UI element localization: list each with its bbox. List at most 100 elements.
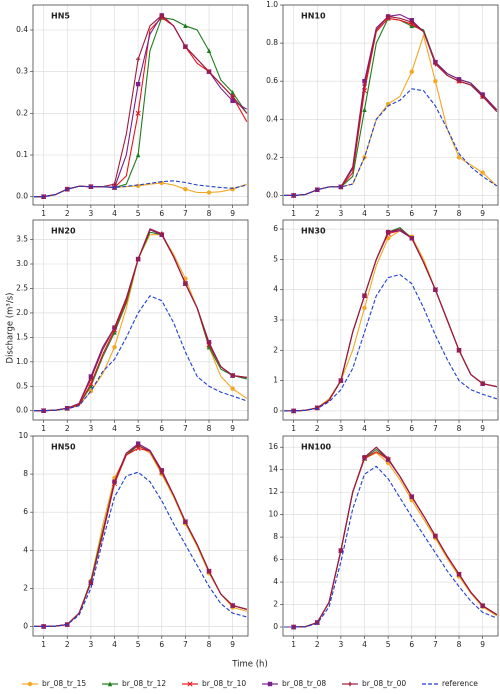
- panel-title: HN5: [51, 12, 70, 21]
- series-line: [34, 14, 248, 198]
- marker: [65, 186, 70, 192]
- y-tick-label: 6: [273, 555, 278, 564]
- y-tick-label: 1.5: [16, 332, 28, 341]
- x-tick-label: 2: [65, 424, 70, 433]
- series-line: [34, 231, 247, 412]
- x-tick-label: 6: [159, 209, 164, 218]
- marker: [385, 229, 391, 235]
- marker: [409, 23, 414, 29]
- y-tick-label: 0: [273, 406, 278, 415]
- marker: [159, 13, 164, 18]
- y-tick-label: 4: [273, 577, 278, 586]
- marker: [183, 186, 188, 192]
- marker: [409, 235, 414, 241]
- marker: [159, 231, 164, 236]
- series-line: [34, 442, 247, 628]
- y-tick-label: 1.0: [16, 357, 28, 366]
- y-tick-label: 2: [273, 600, 278, 609]
- y-tick-label: 0.2: [16, 108, 28, 117]
- marker: [88, 580, 94, 585]
- x-tick-label: 8: [457, 209, 462, 218]
- marker: [183, 44, 188, 49]
- plot-area: [34, 441, 247, 630]
- x-tick-label: 8: [207, 640, 212, 649]
- x-tick-label: 6: [409, 424, 414, 433]
- x-tick-label: 3: [88, 209, 93, 218]
- plot-area: [284, 226, 497, 414]
- marker: [456, 155, 462, 160]
- marker: [338, 548, 344, 553]
- x-tick-label: 3: [338, 424, 343, 433]
- x-tick-label: 7: [183, 424, 188, 433]
- x-tick-label: 2: [315, 424, 320, 433]
- marker: [107, 681, 113, 687]
- x-tick-label: 3: [338, 640, 343, 649]
- marker: [267, 681, 273, 687]
- x-tick-label: 7: [183, 640, 188, 649]
- series-line: [284, 448, 498, 628]
- y-tick-label: 2: [273, 345, 278, 354]
- x-tick-label: 7: [433, 424, 438, 433]
- marker: [135, 81, 141, 87]
- y-tick-label: 0: [273, 622, 278, 631]
- series-line: [284, 88, 498, 197]
- y-tick-label: 16: [268, 442, 278, 451]
- x-tick-label: 8: [207, 209, 212, 218]
- x-tick-label: 6: [159, 424, 164, 433]
- plot-frame: [282, 4, 499, 206]
- marker: [385, 456, 391, 461]
- marker: [456, 572, 462, 577]
- series-line: [34, 471, 247, 628]
- x-tick-label: 4: [112, 424, 117, 433]
- x-tick-label: 9: [480, 640, 485, 649]
- x-tick-label: 5: [386, 640, 391, 649]
- marker: [230, 89, 235, 95]
- x-tick-label: 3: [88, 640, 93, 649]
- marker: [206, 48, 212, 54]
- y-tick-label: 0.2: [266, 152, 278, 161]
- y-tick-label: 6: [273, 224, 278, 233]
- y-tick-label: 0.0: [16, 406, 28, 415]
- series-line: [34, 14, 248, 198]
- marker: [409, 494, 414, 499]
- plot-frame: [32, 435, 249, 637]
- legend-label: br_08_tr_00: [362, 679, 406, 688]
- series-line: [34, 228, 247, 412]
- plot-frame: [32, 219, 249, 421]
- marker: [433, 533, 438, 539]
- y-tick-label: 2.5: [16, 283, 28, 292]
- panel-title: HN30: [301, 227, 326, 236]
- marker: [206, 190, 212, 195]
- marker: [135, 183, 141, 189]
- y-tick-label: 4: [273, 285, 278, 294]
- series-line: [284, 465, 498, 628]
- x-tick-label: 6: [159, 640, 164, 649]
- legend-label: br_08_tr_10: [202, 679, 246, 688]
- x-tick-label: 2: [315, 209, 320, 218]
- legend-label: br_08_tr_12: [122, 679, 166, 688]
- x-tick-label: 1: [41, 424, 46, 433]
- marker: [433, 78, 438, 84]
- y-tick-label: 3: [273, 315, 278, 324]
- series-line: [34, 229, 247, 412]
- y-tick-label: 1.0: [266, 0, 278, 9]
- x-tick-label: 9: [230, 640, 235, 649]
- x-tick-label: 5: [386, 424, 391, 433]
- series-line: [284, 451, 498, 628]
- marker: [112, 479, 117, 484]
- marker: [187, 681, 193, 687]
- x-tick-label: 2: [65, 209, 70, 218]
- plot-frame: [282, 219, 499, 421]
- marker: [409, 69, 414, 74]
- series-line: [284, 452, 498, 628]
- marker: [230, 386, 235, 391]
- x-tick-label: 8: [457, 424, 462, 433]
- x-tick-label: 9: [230, 209, 235, 218]
- plot-area: [284, 446, 498, 630]
- y-tick-label: 8: [23, 469, 28, 478]
- marker: [409, 19, 414, 25]
- x-tick-label: 5: [136, 424, 141, 433]
- series-line: [284, 17, 498, 197]
- y-tick-label: 14: [268, 465, 278, 474]
- x-tick-label: 4: [362, 640, 367, 649]
